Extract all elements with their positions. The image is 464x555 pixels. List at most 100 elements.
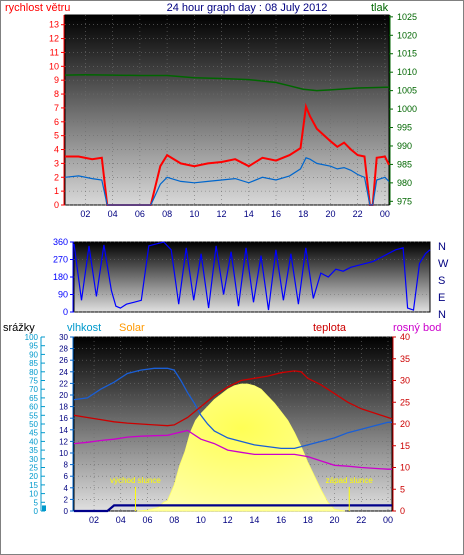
dewpoint-line <box>73 429 392 470</box>
rain-tick-label: 60 <box>29 403 38 412</box>
climate-time-tick-label: 14 <box>249 515 259 525</box>
direction-tick-label: 270 <box>53 255 68 265</box>
chart-title: 24 hour graph day : 08 July 2012 <box>167 2 328 14</box>
rain-tick-label: 90 <box>29 350 38 359</box>
temperature-tick-label: 25 <box>400 397 410 407</box>
wind-time-tick-label: 14 <box>244 209 254 219</box>
wind-speed-tick-label: 7 <box>54 103 59 113</box>
compass-label: E <box>438 292 445 304</box>
compass-label: S <box>438 275 445 287</box>
pressure-tick-label: 985 <box>397 159 412 169</box>
pressure-tick-label: 975 <box>397 196 412 206</box>
pressure-tick-label: 1005 <box>397 86 417 96</box>
climate-time-tick-label: 02 <box>89 515 99 525</box>
humidity-tick-label: 4 <box>64 484 69 493</box>
temperature-tick-label: 15 <box>400 441 410 451</box>
rain-tick-label: 65 <box>29 394 38 403</box>
direction-tick-label: 360 <box>53 237 68 247</box>
wind-speed-axis-label: rychlost větru <box>5 2 70 14</box>
rain-tick-label: 75 <box>29 377 38 386</box>
humidity-tick-label: 22 <box>59 379 68 388</box>
sun-annotations: východ slunce západ slunce <box>110 476 373 511</box>
pressure-tick-label: 1015 <box>397 49 417 59</box>
rain-tick-label: 25 <box>29 464 38 473</box>
humidity-axis-label: vlhkost <box>67 322 101 334</box>
temperature-tick-label: 5 <box>400 484 405 494</box>
wind-time-tick-label: 20 <box>325 209 335 219</box>
wind-speed-tick-label: 2 <box>54 172 59 182</box>
wind-time-tick-label: 16 <box>271 209 281 219</box>
direction-series <box>73 241 431 311</box>
rain-tick-label: 95 <box>29 342 38 351</box>
climate-time-tick-label: 18 <box>303 515 313 525</box>
wind-speed-tick-label: 5 <box>54 131 59 141</box>
compass-label: W <box>438 258 449 270</box>
rain-tick-label: 85 <box>29 359 38 368</box>
pressure-axis-label: tlak <box>371 2 389 14</box>
wind-time-axis: 02 04 06 08 10 12 14 16 18 20 22 00 <box>80 209 390 219</box>
climate-time-tick-label: 12 <box>223 515 233 525</box>
rain-tick-label: 0 <box>34 507 39 516</box>
wind-series <box>64 74 390 206</box>
temperature-tick-label: 20 <box>400 419 410 429</box>
wind-time-tick-label: 04 <box>108 209 118 219</box>
rain-tick-label: 20 <box>29 472 38 481</box>
solar-area <box>136 383 346 512</box>
wind-speed-tick-label: 10 <box>49 61 59 71</box>
direction-tick-label: 0 <box>63 307 68 317</box>
humidity-tick-label: 8 <box>64 461 69 470</box>
pressure-tick-label: 1025 <box>397 12 417 22</box>
climate-time-tick-label: 08 <box>169 515 179 525</box>
temperature-tick-label: 30 <box>400 376 410 386</box>
temperature-line <box>73 370 393 427</box>
wind-average-line <box>64 157 390 206</box>
rain-tick-label: 100 <box>25 333 39 342</box>
rain-tick-label: 50 <box>29 420 38 429</box>
pressure-tick-label: 1000 <box>397 104 417 114</box>
temperature-tick-label: 10 <box>400 463 410 473</box>
rain-tick-label: 70 <box>29 385 38 394</box>
humidity-tick-label: 6 <box>64 472 69 481</box>
rain-tick-label: 45 <box>29 429 38 438</box>
wind-speed-tick-label: 11 <box>50 47 59 57</box>
humidity-tick-label: 14 <box>59 426 68 435</box>
solar-axis-label: Solar <box>119 322 145 334</box>
humidity-tick-label: 2 <box>64 495 69 504</box>
rain-total-bar <box>42 505 46 511</box>
humidity-tick-label: 12 <box>59 437 68 446</box>
climate-time-tick-label: 16 <box>276 515 286 525</box>
humidity-tick-label: 30 <box>59 333 68 342</box>
pressure-line <box>64 74 389 92</box>
dewpoint-axis-label: rosný bod <box>393 322 441 334</box>
wind-speed-tick-label: 13 <box>49 20 59 30</box>
wind-speed-tick-label: 1 <box>54 186 59 196</box>
wind-time-tick-label: 10 <box>189 209 199 219</box>
wind-speed-tick-label: 6 <box>54 117 59 127</box>
wind-plot-area <box>64 14 390 206</box>
climate-time-tick-label: 00 <box>383 515 393 525</box>
direction-tick-label: 180 <box>53 272 68 282</box>
temperature-tick-label: 40 <box>400 332 410 342</box>
climate-time-axis: 02 04 06 08 10 12 14 16 18 20 22 00 <box>89 515 393 525</box>
compass-label: N <box>438 241 446 253</box>
wind-speed-tick-label: 0 <box>54 200 59 210</box>
wind-time-tick-label: 08 <box>162 209 172 219</box>
humidity-tick-label: 18 <box>59 403 68 412</box>
rain-tick-label: 30 <box>29 455 38 464</box>
wind-speed-tick-label: 9 <box>54 75 59 85</box>
sun-marker-label: východ slunce <box>110 476 161 485</box>
pressure-tick-label: 980 <box>397 178 412 188</box>
pressure-tick-label: 995 <box>397 123 412 133</box>
humidity-tick-label: 16 <box>59 414 68 423</box>
direction-tick-label: 90 <box>58 290 68 300</box>
direction-degrees-axis: 0 90 180 270 360 <box>53 237 74 317</box>
climate-series <box>73 367 393 513</box>
direction-grid <box>74 241 430 313</box>
humidity-tick-label: 26 <box>59 356 68 365</box>
rain-line <box>74 504 392 513</box>
wind-time-tick-label: 12 <box>217 209 227 219</box>
